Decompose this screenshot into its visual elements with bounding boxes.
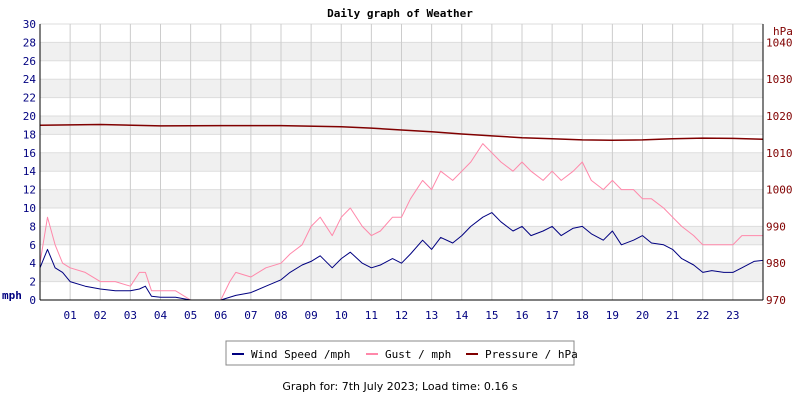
left-tick-label: 20 [23, 110, 36, 123]
x-tick-label: 14 [455, 309, 469, 322]
x-tick-label: 17 [546, 309, 559, 322]
pressure-hpa-line [39, 123, 764, 142]
right-tick-label: 1010 [766, 147, 793, 160]
x-tick-label: 10 [335, 309, 348, 322]
legend-label: Pressure / hPa [485, 348, 578, 361]
x-tick-label: 15 [485, 309, 498, 322]
left-tick-label: 16 [23, 147, 36, 160]
grid-lines [40, 23, 763, 301]
gust-mph-line [39, 143, 763, 301]
axes: 0246810121416182022242628309709809901000… [23, 18, 793, 322]
x-tick-label: 21 [666, 309, 679, 322]
right-tick-label: 1020 [766, 110, 793, 123]
right-tick-label: 990 [766, 220, 786, 233]
x-tick-label: 20 [636, 309, 649, 322]
x-tick-label: 06 [214, 309, 227, 322]
x-tick-label: 02 [94, 309, 107, 322]
right-tick-label: 1040 [766, 36, 793, 49]
left-tick-label: 22 [23, 92, 36, 105]
chart-title: Daily graph of Weather [327, 7, 473, 20]
right-tick-label: 1000 [766, 184, 793, 197]
x-tick-label: 19 [606, 309, 619, 322]
legend: Wind Speed /mph Gust / mph Pressure / hPa [225, 340, 578, 366]
left-tick-label: 28 [23, 36, 36, 49]
right-tick-label: 970 [766, 294, 786, 307]
left-tick-label: 4 [29, 257, 36, 270]
x-tick-label: 16 [515, 309, 528, 322]
legend-label: Gust / mph [385, 348, 451, 361]
left-tick-label: 30 [23, 18, 36, 31]
x-tick-label: 08 [274, 309, 287, 322]
left-tick-label: 26 [23, 55, 36, 68]
x-tick-label: 09 [305, 309, 318, 322]
left-tick-label: 10 [23, 202, 36, 215]
x-tick-label: 11 [365, 309, 378, 322]
right-axis-unit: hPa [773, 25, 793, 38]
x-tick-label: 07 [244, 309, 257, 322]
left-axis-unit: mph [2, 289, 22, 302]
left-tick-label: 14 [23, 165, 37, 178]
left-tick-label: 0 [29, 294, 36, 307]
series-layer [39, 123, 764, 301]
x-tick-label: 12 [395, 309, 408, 322]
left-tick-label: 2 [29, 276, 36, 289]
legend-box [225, 340, 575, 366]
wind-speed-mph-line [39, 212, 764, 301]
legend-label: Wind Speed /mph [251, 348, 350, 361]
left-tick-label: 6 [29, 239, 36, 252]
right-tick-label: 1030 [766, 73, 793, 86]
x-tick-label: 04 [154, 309, 168, 322]
x-tick-label: 18 [576, 309, 589, 322]
x-tick-label: 03 [124, 309, 137, 322]
left-tick-label: 12 [23, 184, 36, 197]
x-tick-label: 23 [726, 309, 739, 322]
left-tick-label: 24 [23, 73, 37, 86]
x-tick-label: 05 [184, 309, 197, 322]
left-tick-label: 18 [23, 128, 36, 141]
left-tick-label: 8 [29, 220, 36, 233]
right-tick-label: 980 [766, 257, 786, 270]
x-tick-label: 13 [425, 309, 438, 322]
footer-status: Graph for: 7th July 2023; Load time: 0.1… [282, 380, 518, 393]
x-tick-label: 01 [64, 309, 77, 322]
x-tick-label: 22 [696, 309, 709, 322]
